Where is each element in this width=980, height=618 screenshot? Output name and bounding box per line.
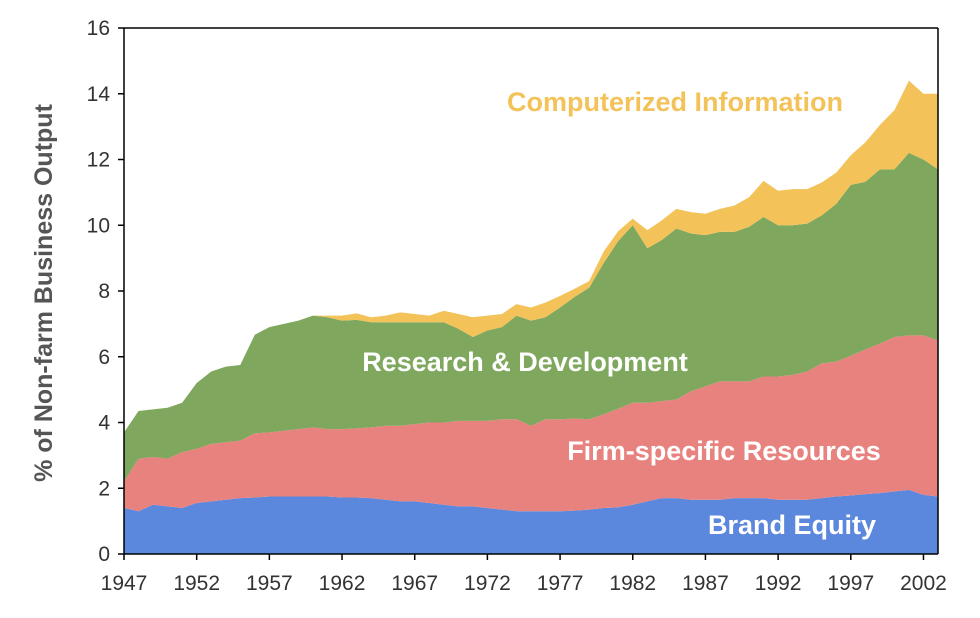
x-tick-label: 1967 xyxy=(391,572,438,595)
y-tick-label: 16 xyxy=(87,17,110,40)
x-tick-label: 1952 xyxy=(173,572,220,595)
x-tick-label: 1947 xyxy=(101,572,148,595)
y-axis-label: % of Non-farm Business Output xyxy=(30,103,58,481)
y-tick-label: 4 xyxy=(98,412,110,435)
y-tick-label: 2 xyxy=(98,477,110,500)
y-tick-label: 10 xyxy=(87,214,110,237)
x-tick-label: 1962 xyxy=(319,572,366,595)
x-tick-label: 1977 xyxy=(537,572,584,595)
area-firm-specific-resources xyxy=(124,335,938,512)
area-label-research-development: Research & Development xyxy=(362,347,688,377)
y-tick-label: 0 xyxy=(98,543,110,566)
x-tick-label: 1982 xyxy=(609,572,656,595)
area-labels: Computerized Information Research & Devel… xyxy=(362,87,881,540)
y-tick-label: 6 xyxy=(98,346,110,369)
x-tick-labels: 1947 1952 1957 1962 1967 1972 1977 1982 1987 1992… xyxy=(101,554,947,595)
y-tick-label: 14 xyxy=(87,83,111,106)
area-research-development xyxy=(124,152,938,482)
x-tick-label: 1987 xyxy=(682,572,729,595)
area-label-firm-specific-resources: Firm-specific Resources xyxy=(567,436,881,466)
area-label-brand-equity: Brand Equity xyxy=(708,510,876,540)
x-tick-label: 1957 xyxy=(246,572,293,595)
area-layers xyxy=(124,80,938,554)
x-tick-label: 2002 xyxy=(900,572,947,595)
y-tick-label: 12 xyxy=(87,149,110,172)
y-tick-label: 8 xyxy=(98,280,110,303)
x-tick-label: 1997 xyxy=(827,572,874,595)
x-tick-label: 1972 xyxy=(464,572,511,595)
area-brand-equity xyxy=(124,489,938,554)
y-tick-labels: 0 2 4 6 8 10 12 14 16 xyxy=(87,17,124,566)
area-label-computerized-information: Computerized Information xyxy=(507,87,843,117)
x-tick-label: 1992 xyxy=(755,572,802,595)
